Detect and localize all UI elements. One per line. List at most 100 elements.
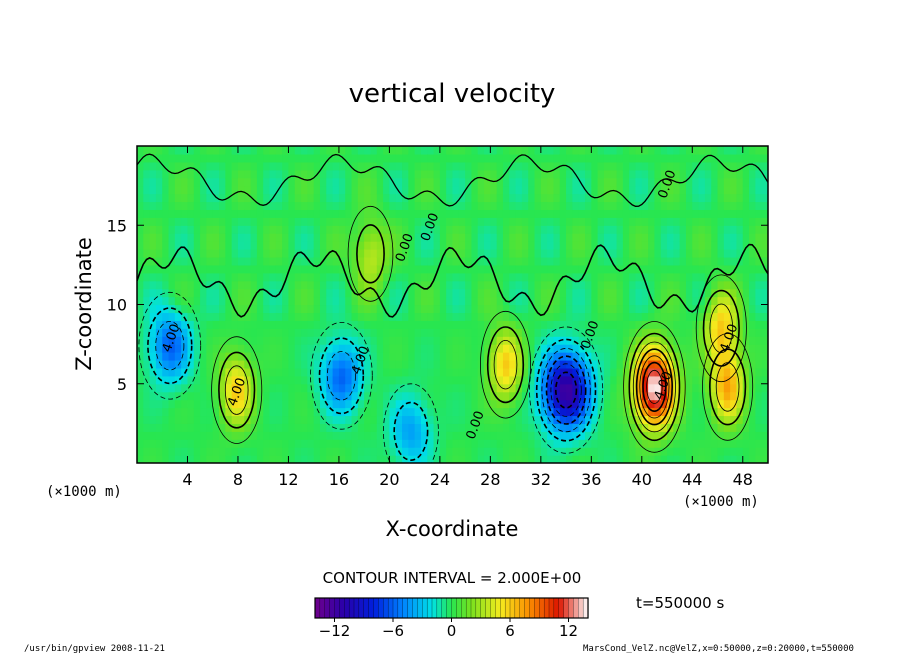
field-cell [723, 161, 731, 171]
field-cell [502, 225, 510, 234]
field-cell [155, 233, 163, 242]
field-cell [137, 256, 144, 266]
field-cell [402, 312, 409, 321]
field-cell [654, 217, 662, 226]
field-cell [174, 280, 182, 290]
field-cell [376, 177, 384, 187]
field-cell [357, 146, 365, 155]
field-cell [225, 415, 233, 424]
field-cell [326, 280, 334, 290]
field-cell [294, 256, 302, 266]
field-cell [704, 359, 712, 369]
field-cell [395, 383, 403, 393]
field-cell [244, 367, 252, 377]
field-cell [559, 391, 567, 401]
field-cell [704, 209, 712, 218]
field-cell [692, 367, 700, 377]
field-cell [439, 256, 447, 266]
field-cell [282, 375, 290, 385]
field-cell [319, 439, 327, 448]
field-cell [225, 233, 233, 242]
field-cell [137, 272, 144, 282]
field-cell [490, 209, 498, 218]
field-cell [484, 233, 491, 242]
updraft-contour [623, 321, 686, 453]
field-cell [168, 241, 176, 250]
field-cell [629, 153, 637, 163]
field-cell [717, 352, 725, 361]
field-cell [496, 217, 504, 226]
field-cell [749, 455, 756, 463]
field-cell [313, 399, 321, 409]
field-cell [263, 233, 271, 242]
field-cell [301, 185, 308, 195]
field-cell [692, 383, 700, 393]
field-cell [591, 344, 599, 353]
field-cell [603, 146, 611, 155]
field-cell [307, 161, 315, 171]
field-cell [509, 328, 517, 337]
field-cell [174, 439, 182, 448]
field-cell [408, 169, 416, 179]
field-cell [395, 241, 403, 250]
field-cell [534, 447, 542, 456]
field-cell [181, 383, 189, 393]
field-cell [338, 193, 346, 203]
field-cell [193, 296, 201, 306]
field-cell [395, 415, 403, 424]
field-cell [263, 336, 271, 345]
field-cell [389, 431, 397, 440]
field-cell [566, 304, 573, 314]
field-cell [635, 296, 643, 306]
field-cell [376, 288, 384, 298]
field-cell [326, 439, 334, 448]
field-cell [484, 217, 491, 226]
field-cell [490, 225, 498, 234]
field-cell [692, 320, 700, 329]
field-cell [578, 423, 586, 432]
field-cell [200, 352, 208, 361]
field-cell [155, 407, 163, 417]
field-cell [244, 256, 252, 266]
field-cell [174, 233, 182, 242]
field-cell [408, 288, 416, 298]
field-cell [427, 447, 435, 456]
field-cell [465, 407, 473, 417]
field-cell [736, 249, 744, 258]
field-cell [313, 146, 321, 155]
field-cell [465, 304, 473, 314]
field-cell [648, 185, 656, 195]
field-cell [420, 304, 428, 314]
field-cell [143, 177, 151, 187]
field-cell [395, 399, 403, 409]
field-cell [414, 217, 422, 226]
field-cell [730, 241, 738, 250]
field-cell [294, 328, 302, 337]
field-cell [313, 391, 321, 401]
field-cell [137, 336, 144, 345]
field-cell [610, 328, 618, 337]
field-cell [717, 241, 725, 250]
field-cell [603, 185, 611, 195]
field-cell [370, 375, 378, 385]
field-cell [357, 217, 365, 226]
field-cell [433, 367, 441, 377]
field-cell [477, 217, 485, 226]
field-cell [301, 217, 308, 226]
field-cell [673, 391, 681, 401]
field-cell [471, 256, 479, 266]
field-cell [641, 153, 649, 163]
field-cell [698, 249, 706, 258]
field-cell [648, 399, 656, 409]
field-cell [723, 185, 731, 195]
field-cell [711, 256, 719, 266]
field-cell [540, 399, 548, 409]
field-cell [559, 264, 567, 274]
field-cell [673, 383, 681, 393]
field-cell [427, 256, 435, 266]
field-cell [351, 367, 359, 377]
field-cell [408, 455, 416, 463]
field-cell [162, 169, 170, 179]
field-cell [326, 320, 334, 329]
field-cell [711, 201, 719, 211]
